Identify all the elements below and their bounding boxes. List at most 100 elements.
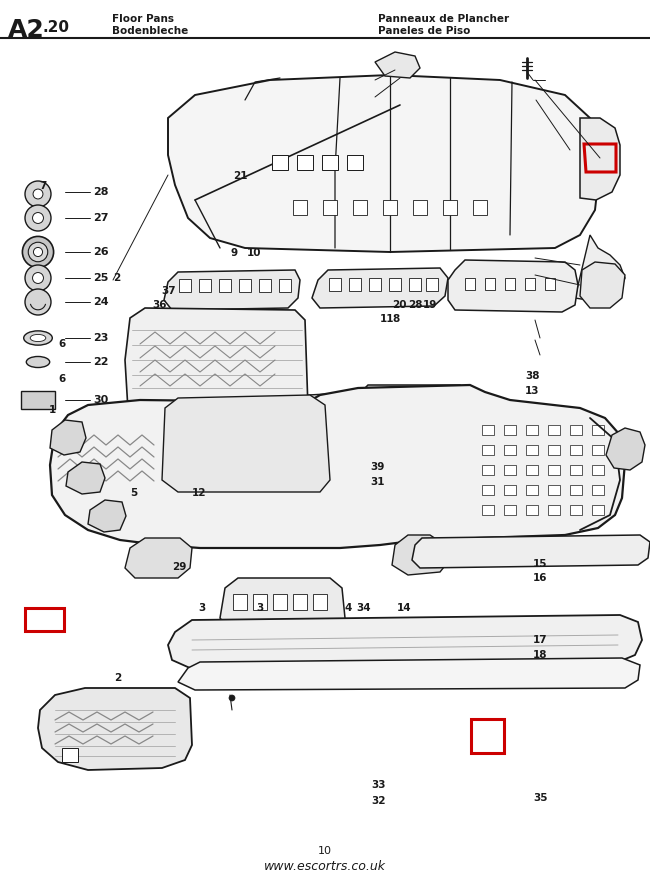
Polygon shape [409, 278, 421, 291]
Text: A2: A2 [8, 18, 45, 42]
Text: 27: 27 [93, 213, 109, 223]
Text: 5: 5 [130, 488, 137, 499]
Text: 7: 7 [39, 180, 46, 191]
Text: 32: 32 [372, 796, 386, 806]
Text: 22: 22 [93, 357, 109, 367]
Polygon shape [548, 485, 560, 495]
Text: 17: 17 [533, 635, 547, 646]
Text: .20: .20 [42, 20, 69, 35]
Polygon shape [293, 200, 307, 215]
Polygon shape [580, 118, 620, 200]
Circle shape [229, 695, 235, 701]
Polygon shape [525, 278, 535, 290]
Polygon shape [50, 385, 625, 548]
Circle shape [25, 289, 51, 315]
Text: 2: 2 [113, 273, 120, 283]
Text: 2: 2 [114, 673, 121, 683]
Polygon shape [168, 75, 600, 252]
Polygon shape [482, 445, 494, 455]
Polygon shape [412, 535, 650, 568]
Polygon shape [526, 485, 538, 495]
Text: 36: 36 [153, 300, 167, 310]
Polygon shape [580, 262, 625, 308]
Text: 10: 10 [247, 248, 261, 259]
Text: 29: 29 [172, 562, 187, 573]
Polygon shape [482, 485, 494, 495]
Polygon shape [50, 420, 86, 455]
Circle shape [218, 315, 262, 359]
Polygon shape [526, 445, 538, 455]
Polygon shape [485, 278, 495, 290]
Circle shape [22, 236, 53, 268]
Circle shape [595, 153, 605, 163]
Polygon shape [125, 308, 308, 420]
Circle shape [25, 205, 51, 231]
Text: 39: 39 [370, 462, 385, 473]
Ellipse shape [30, 334, 46, 342]
Polygon shape [322, 155, 338, 170]
Text: 20: 20 [393, 300, 407, 310]
Text: 34: 34 [356, 603, 371, 614]
Polygon shape [164, 270, 300, 310]
Polygon shape [369, 278, 381, 291]
Polygon shape [389, 400, 401, 413]
Ellipse shape [26, 357, 49, 368]
Polygon shape [443, 200, 457, 215]
Polygon shape [199, 279, 211, 292]
Circle shape [28, 243, 47, 261]
Polygon shape [413, 200, 427, 215]
Text: 26: 26 [93, 247, 109, 257]
Text: 19: 19 [422, 300, 437, 310]
Circle shape [33, 247, 42, 257]
Text: Bodenbleche: Bodenbleche [112, 26, 188, 36]
Polygon shape [279, 279, 291, 292]
Text: Paneles de Piso: Paneles de Piso [378, 26, 471, 36]
Polygon shape [383, 200, 397, 215]
Text: 33: 33 [372, 780, 386, 790]
Text: 37: 37 [161, 285, 176, 296]
Circle shape [167, 512, 183, 528]
Text: 14: 14 [396, 603, 411, 614]
Circle shape [589, 147, 611, 169]
Text: www.escortrs.co.uk: www.escortrs.co.uk [264, 860, 386, 873]
Polygon shape [179, 279, 191, 292]
Polygon shape [526, 465, 538, 475]
Polygon shape [273, 594, 287, 610]
Text: 12: 12 [192, 488, 206, 499]
Polygon shape [313, 594, 327, 610]
Polygon shape [504, 465, 516, 475]
Text: 1: 1 [49, 405, 56, 416]
Polygon shape [482, 505, 494, 515]
Polygon shape [329, 278, 341, 291]
Text: 4: 4 [344, 603, 352, 614]
Polygon shape [504, 445, 516, 455]
Polygon shape [592, 505, 604, 515]
Circle shape [33, 189, 43, 199]
Polygon shape [297, 155, 313, 170]
Text: 16: 16 [533, 573, 547, 583]
Polygon shape [389, 278, 401, 291]
Text: 35: 35 [533, 793, 547, 804]
Polygon shape [526, 425, 538, 435]
Polygon shape [253, 594, 267, 610]
Polygon shape [375, 52, 420, 78]
Circle shape [25, 265, 51, 291]
Polygon shape [548, 505, 560, 515]
Polygon shape [347, 155, 363, 170]
Polygon shape [592, 425, 604, 435]
Polygon shape [482, 465, 494, 475]
Polygon shape [592, 485, 604, 495]
Circle shape [217, 512, 233, 528]
Polygon shape [548, 425, 560, 435]
Text: 21: 21 [233, 170, 247, 181]
Text: 11: 11 [380, 314, 394, 325]
Polygon shape [570, 425, 582, 435]
Polygon shape [125, 538, 192, 578]
Polygon shape [504, 505, 516, 515]
Polygon shape [545, 278, 555, 290]
Polygon shape [570, 465, 582, 475]
Polygon shape [259, 279, 271, 292]
Polygon shape [606, 428, 645, 470]
Text: 25: 25 [93, 273, 109, 283]
Text: 8: 8 [393, 314, 400, 325]
